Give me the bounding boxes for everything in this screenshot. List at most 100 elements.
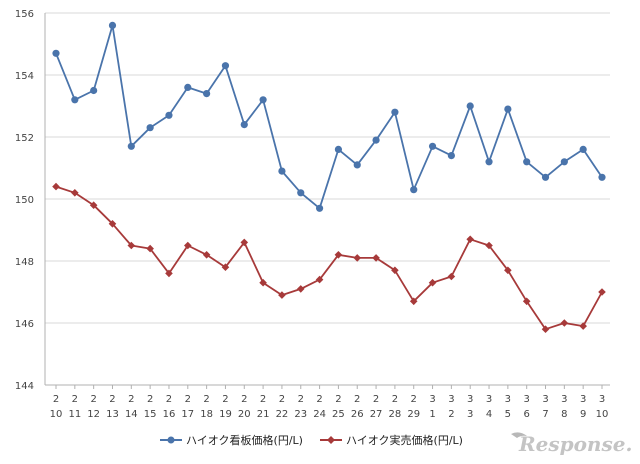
x-tick-label-month: 2 (90, 394, 96, 405)
x-tick-label-month: 2 (335, 394, 341, 405)
data-point-series-1 (485, 241, 493, 250)
data-point-series-1 (560, 319, 569, 327)
x-tick-label-month: 2 (185, 394, 191, 405)
y-tick-label-150: 150 (15, 195, 34, 206)
data-point-series-1 (315, 275, 324, 284)
series-line-0 (55, 24, 603, 210)
x-tick-label-month: 3 (467, 394, 473, 405)
data-point-series-1 (165, 269, 173, 278)
data-point-series-1 (428, 278, 437, 287)
series-line-1 (55, 185, 603, 331)
x-tick-label-day: 22 (276, 409, 289, 420)
data-point-series-0 (523, 158, 531, 166)
x-axis: 2102112122132142152162172182192202212222… (50, 385, 609, 420)
data-point-series-0 (485, 158, 493, 166)
x-tick-label-day: 14 (125, 409, 138, 420)
x-tick-label-day: 16 (163, 409, 176, 420)
x-tick-label-month: 3 (542, 394, 548, 405)
x-tick-label-day: 27 (370, 409, 383, 420)
data-point-series-1 (240, 238, 249, 247)
x-tick-label-day: 29 (407, 409, 420, 420)
data-point-series-0 (240, 121, 248, 129)
x-tick-label-month: 3 (429, 394, 435, 405)
data-point-series-1 (146, 244, 154, 253)
data-point-series-0 (598, 173, 606, 181)
legend-item-actual-price: ハイオク実売価格(円/L) (320, 432, 463, 448)
x-tick-label-day: 15 (144, 409, 157, 420)
x-tick-label-month: 2 (166, 394, 172, 405)
x-tick-label-day: 24 (313, 409, 326, 420)
x-tick-label-month: 2 (260, 394, 266, 405)
response-logo: Response. (511, 432, 632, 456)
y-tick-label-154: 154 (15, 71, 34, 82)
logo-text: Response. (518, 432, 632, 456)
x-tick-label-day: 10 (596, 409, 609, 420)
data-point-series-0 (504, 105, 512, 113)
x-tick-label-day: 26 (351, 409, 364, 420)
x-tick-label-day: 13 (106, 409, 119, 420)
x-tick-label-day: 23 (294, 409, 307, 420)
data-point-series-0 (203, 90, 211, 98)
data-point-series-1 (466, 235, 475, 244)
x-tick-label-month: 2 (298, 394, 304, 405)
chart-legend: ハイオク看板価格(円/L) ハイオク実売価格(円/L) (0, 428, 640, 450)
x-tick-label-day: 3 (467, 409, 473, 420)
x-tick-label-day: 8 (561, 409, 567, 420)
x-tick-label-month: 2 (392, 394, 398, 405)
x-tick-label-day: 19 (219, 409, 232, 420)
x-tick-label-month: 2 (354, 394, 360, 405)
legend-item-signboard-price: ハイオク看板価格(円/L) (160, 432, 303, 448)
x-tick-label-day: 1 (429, 409, 435, 420)
data-point-series-1 (183, 241, 192, 250)
data-point-series-0 (52, 49, 60, 57)
x-tick-label-day: 11 (68, 409, 81, 420)
x-tick-label-month: 2 (109, 394, 115, 405)
data-point-series-0 (315, 204, 324, 212)
x-tick-label-day: 28 (389, 409, 402, 420)
x-tick-label-month: 2 (241, 394, 247, 405)
x-tick-label-month: 2 (316, 394, 322, 405)
chart-grid (44, 12, 610, 386)
y-axis: 144 146 148 150 152 154 156 (15, 9, 34, 392)
data-point-series-1 (71, 189, 79, 197)
data-point-series-1 (52, 182, 60, 191)
x-tick-label-month: 3 (599, 394, 605, 405)
data-point-series-1 (447, 272, 456, 281)
data-point-series-1 (372, 254, 380, 262)
x-tick-label-day: 12 (87, 409, 100, 420)
x-tick-label-month: 3 (505, 394, 511, 405)
data-point-series-0 (447, 152, 455, 160)
data-point-series-1 (202, 251, 211, 259)
y-tick-label-148: 148 (15, 257, 34, 268)
data-point-series-0 (184, 83, 192, 91)
data-point-series-1 (391, 266, 399, 275)
data-point-series-0 (353, 161, 361, 169)
data-point-series-0 (146, 124, 154, 132)
data-point-series-1 (504, 266, 512, 275)
legend-diamond-marker-icon (320, 436, 342, 444)
x-tick-label-month: 2 (147, 394, 153, 405)
data-point-series-1 (108, 220, 117, 228)
y-tick-label-146: 146 (15, 319, 34, 330)
data-point-series-0 (259, 96, 267, 104)
x-tick-label-day: 25 (332, 409, 345, 420)
legend-circle-marker-icon (160, 436, 182, 444)
x-tick-label-day: 18 (200, 409, 213, 420)
x-tick-label-day: 5 (505, 409, 511, 420)
x-tick-label-day: 4 (486, 409, 492, 420)
x-tick-label-month: 3 (561, 394, 567, 405)
x-tick-label-day: 17 (181, 409, 194, 420)
data-point-series-0 (428, 142, 437, 150)
data-point-series-1 (259, 278, 267, 287)
x-tick-label-day: 21 (257, 409, 270, 420)
data-point-series-0 (410, 186, 418, 194)
data-point-series-0 (71, 96, 79, 104)
x-tick-label-day: 20 (238, 409, 251, 420)
data-point-series-0 (108, 21, 117, 29)
data-point-series-1 (541, 325, 550, 333)
data-point-series-0 (541, 173, 550, 181)
x-tick-label-day: 10 (50, 409, 63, 420)
x-tick-label-month: 3 (524, 394, 530, 405)
data-point-series-1 (296, 285, 305, 293)
